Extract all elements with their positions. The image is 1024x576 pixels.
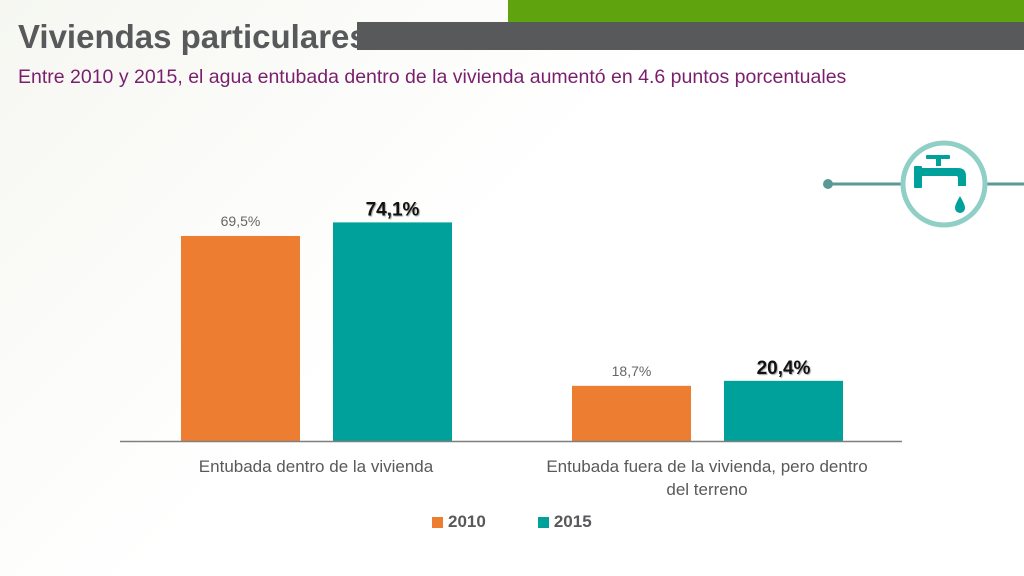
category-label-1-1: del terreno [666,480,747,499]
legend-swatch-2010 [432,516,443,528]
data-label-2010-0: 69,5% [221,213,261,229]
legend-item-2010: 2010 [432,512,486,532]
header-green-bar [508,0,1024,22]
legend-item-2015: 2015 [537,512,592,532]
data-label-2015-0: 74,1% [366,199,420,220]
bar-2010-1 [572,385,691,441]
bar-2015-0 [333,222,452,441]
category-label-0-0: Entubada dentro de la vivienda [199,457,434,476]
chart-legend: 2010 2015 [432,512,592,532]
page-title: Viviendas particulares [18,18,368,55]
bar-2015-1 [724,380,843,441]
legend-label-2015: 2015 [553,512,592,531]
legend-label-2010: 2010 [448,512,486,531]
category-label-1-0: Entubada fuera de la vivienda, pero dent… [546,457,867,476]
data-label-2015-1: 20,4% [757,358,811,379]
page-subtitle: Entre 2010 y 2015, el agua entubada dent… [18,66,847,88]
legend-swatch-2015 [537,516,549,528]
bar-2010-0 [181,235,300,441]
header-gray-bar [357,22,1024,50]
data-label-2010-1: 18,7% [612,363,652,379]
